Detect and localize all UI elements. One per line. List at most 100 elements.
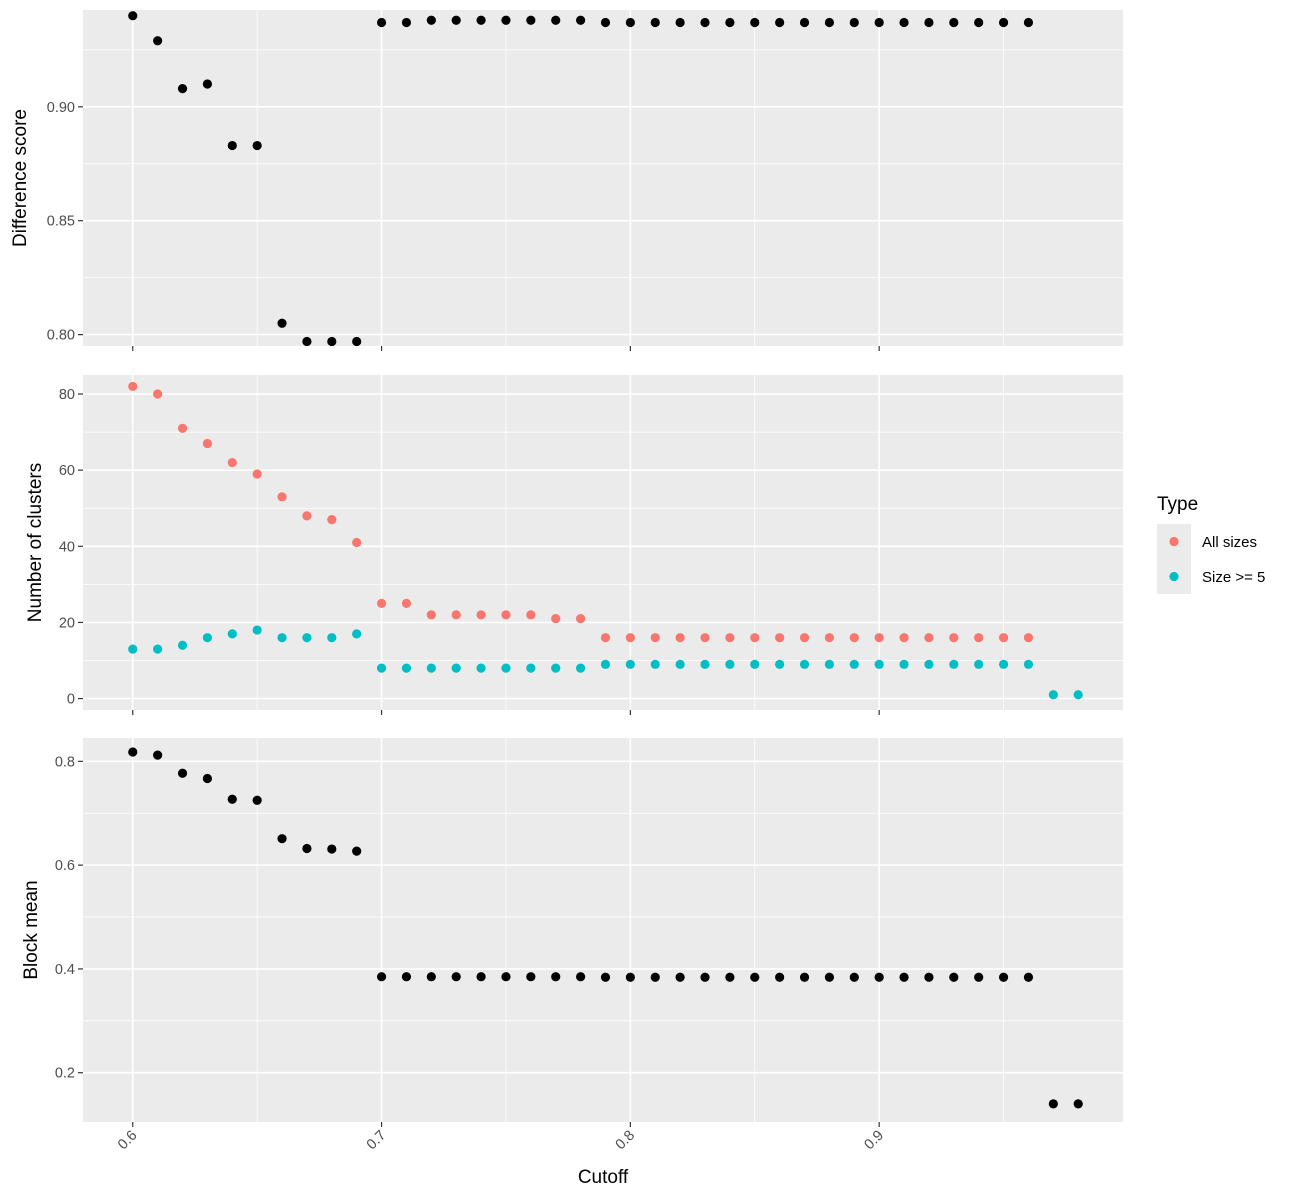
data-point: [327, 515, 337, 525]
data-point: [899, 17, 909, 28]
data-point: [401, 598, 412, 609]
data-point: [675, 633, 685, 643]
data-point: [750, 972, 760, 982]
data-point: [277, 492, 287, 502]
data-point: [700, 972, 710, 982]
data-point: [625, 972, 635, 982]
data-point: [426, 663, 436, 673]
data-point: [824, 633, 835, 643]
y-tick-label: 80: [59, 387, 75, 403]
data-point: [799, 972, 810, 982]
data-point: [775, 659, 785, 669]
data-point: [501, 15, 511, 25]
data-point: [153, 36, 163, 46]
data-point: [725, 972, 735, 982]
data-point: [1073, 690, 1083, 700]
panel-background: [83, 375, 1123, 710]
data-point: [177, 423, 188, 433]
data-point: [352, 537, 362, 548]
data-point: [227, 140, 237, 151]
x-tick-label: 0.7: [364, 1128, 390, 1154]
data-point: [327, 844, 337, 854]
data-point: [177, 640, 188, 650]
y-axis-title: Difference score: [10, 109, 31, 247]
panel-background: [83, 738, 1123, 1122]
legend-swatch: [1169, 536, 1179, 547]
data-point: [252, 140, 262, 151]
data-point: [451, 972, 461, 982]
data-point: [426, 15, 436, 25]
data-point: [775, 17, 785, 28]
data-point: [998, 659, 1009, 669]
data-point: [526, 663, 536, 673]
y-tick-label: 0: [67, 692, 75, 708]
data-point: [849, 17, 859, 28]
legend-label: All sizes: [1202, 534, 1257, 551]
data-point: [725, 659, 735, 669]
data-point: [1048, 690, 1058, 700]
data-point: [924, 633, 934, 643]
y-tick-label: 60: [59, 463, 75, 479]
x-axis-title: Cutoff: [578, 1167, 629, 1188]
data-point: [302, 633, 312, 643]
legend-label: Size >= 5: [1202, 569, 1265, 586]
data-point: [775, 633, 785, 643]
data-point: [526, 610, 536, 620]
data-point: [401, 663, 412, 673]
data-point: [750, 659, 760, 669]
data-point: [202, 773, 213, 784]
data-point: [128, 11, 138, 21]
data-point: [949, 972, 959, 982]
data-point: [924, 972, 934, 982]
x-tick-label: 0.6: [115, 1128, 141, 1154]
data-point: [327, 633, 337, 643]
data-point: [949, 17, 959, 28]
panel-background: [83, 10, 1123, 346]
data-point: [476, 972, 486, 982]
data-point: [476, 663, 486, 673]
data-point: [153, 389, 163, 399]
data-point: [874, 659, 884, 669]
data-point: [451, 15, 461, 25]
data-point: [401, 17, 412, 28]
data-point: [949, 659, 959, 669]
data-point: [1023, 633, 1034, 643]
data-point: [576, 972, 586, 982]
data-point: [128, 644, 138, 654]
x-tick-label: 0.9: [861, 1128, 887, 1154]
y-tick-label: 20: [59, 615, 75, 631]
data-point: [551, 972, 561, 982]
y-tick-label: 0.6: [55, 858, 75, 874]
series-all-sizes: [128, 381, 1034, 643]
data-point: [700, 17, 710, 28]
data-point: [1023, 17, 1034, 28]
data-point: [352, 336, 362, 347]
y-tick-label: 0.90: [47, 100, 75, 116]
data-point: [625, 17, 635, 28]
data-point: [775, 972, 785, 982]
data-point: [327, 336, 337, 347]
legend-swatch: [1169, 571, 1179, 582]
data-point: [899, 659, 909, 669]
panel-2: 0 20 40 60 80 Number of clusters: [25, 375, 1123, 715]
data-point: [824, 972, 835, 982]
data-point: [128, 381, 138, 392]
data-point: [725, 17, 735, 28]
data-point: [874, 633, 884, 643]
data-point: [526, 972, 536, 982]
data-point: [277, 633, 287, 643]
data-point: [799, 659, 810, 669]
data-point: [252, 625, 262, 635]
data-point: [153, 750, 163, 760]
data-point: [451, 610, 461, 620]
x-tick-label: 0.8: [613, 1128, 639, 1154]
series-1: [128, 747, 1083, 1109]
panel-1: 0.80 0.85 0.90 Difference score: [10, 10, 1123, 351]
data-point: [998, 633, 1009, 643]
data-point: [874, 17, 884, 28]
data-point: [600, 659, 611, 669]
data-point: [202, 633, 213, 643]
y-axis-title: Block mean: [21, 880, 42, 979]
data-point: [974, 633, 984, 643]
data-point: [501, 663, 511, 673]
